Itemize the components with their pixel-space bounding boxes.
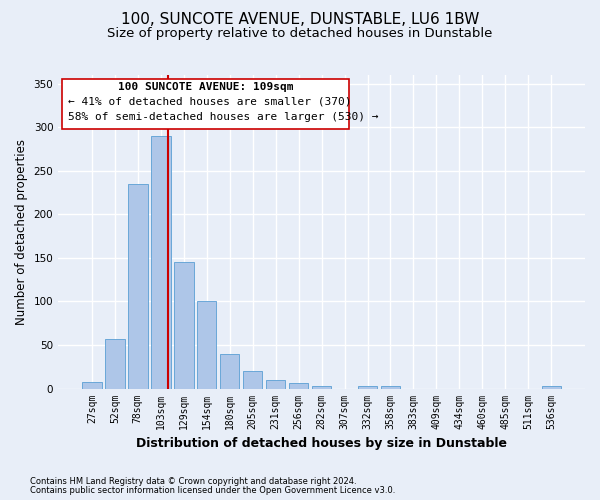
- Text: ← 41% of detached houses are smaller (370): ← 41% of detached houses are smaller (37…: [68, 97, 352, 107]
- X-axis label: Distribution of detached houses by size in Dunstable: Distribution of detached houses by size …: [136, 437, 507, 450]
- Bar: [381, 386, 400, 388]
- Bar: [542, 386, 561, 388]
- Bar: [105, 339, 125, 388]
- Text: Contains HM Land Registry data © Crown copyright and database right 2024.: Contains HM Land Registry data © Crown c…: [30, 477, 356, 486]
- Text: Contains public sector information licensed under the Open Government Licence v3: Contains public sector information licen…: [30, 486, 395, 495]
- Bar: [220, 354, 239, 388]
- Text: 100 SUNCOTE AVENUE: 109sqm: 100 SUNCOTE AVENUE: 109sqm: [118, 82, 293, 92]
- Text: Size of property relative to detached houses in Dunstable: Size of property relative to detached ho…: [107, 28, 493, 40]
- Bar: [312, 386, 331, 388]
- Bar: [197, 302, 217, 388]
- Bar: [243, 371, 262, 388]
- Bar: [358, 386, 377, 388]
- Text: 100, SUNCOTE AVENUE, DUNSTABLE, LU6 1BW: 100, SUNCOTE AVENUE, DUNSTABLE, LU6 1BW: [121, 12, 479, 28]
- Text: 58% of semi-detached houses are larger (530) →: 58% of semi-detached houses are larger (…: [68, 112, 379, 122]
- Bar: [151, 136, 170, 388]
- Bar: [128, 184, 148, 388]
- Bar: [289, 384, 308, 388]
- Bar: [82, 382, 101, 388]
- Bar: [266, 380, 286, 388]
- Y-axis label: Number of detached properties: Number of detached properties: [15, 139, 28, 325]
- Bar: [174, 262, 194, 388]
